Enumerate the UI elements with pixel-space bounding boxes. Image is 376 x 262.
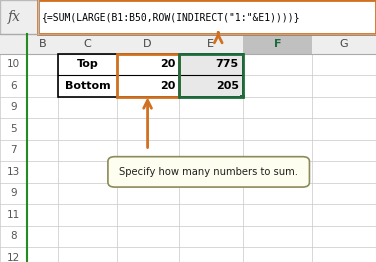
- Text: 6: 6: [10, 81, 17, 91]
- Text: Specify how many numbers to sum.: Specify how many numbers to sum.: [119, 167, 298, 177]
- Text: 13: 13: [7, 167, 20, 177]
- Text: Bottom: Bottom: [65, 81, 110, 91]
- Text: F: F: [274, 39, 281, 49]
- FancyBboxPatch shape: [0, 34, 376, 54]
- Text: D: D: [143, 39, 152, 49]
- Text: 8: 8: [10, 231, 17, 241]
- FancyBboxPatch shape: [108, 157, 309, 187]
- Text: 7: 7: [10, 145, 17, 155]
- FancyBboxPatch shape: [243, 34, 312, 54]
- Text: 9: 9: [10, 188, 17, 198]
- Text: G: G: [340, 39, 348, 49]
- Text: {=SUM(LARGE(B1:B50,ROW(INDIRECT("1:"&E1))))}: {=SUM(LARGE(B1:B50,ROW(INDIRECT("1:"&E1)…: [42, 12, 301, 22]
- Text: 20: 20: [160, 81, 176, 91]
- Text: 5: 5: [10, 124, 17, 134]
- Text: fx: fx: [8, 10, 21, 24]
- Text: Top: Top: [77, 59, 98, 69]
- Text: 20: 20: [160, 59, 176, 69]
- Text: 775: 775: [215, 59, 239, 69]
- FancyBboxPatch shape: [0, 0, 38, 34]
- Text: C: C: [83, 39, 91, 49]
- Text: 12: 12: [7, 253, 20, 262]
- Text: B: B: [39, 39, 47, 49]
- Text: 9: 9: [10, 102, 17, 112]
- Text: 10: 10: [7, 59, 20, 69]
- Text: 11: 11: [7, 210, 20, 220]
- FancyBboxPatch shape: [0, 0, 376, 34]
- Text: E: E: [207, 39, 214, 49]
- Text: 205: 205: [216, 81, 239, 91]
- FancyBboxPatch shape: [179, 75, 243, 97]
- FancyBboxPatch shape: [179, 54, 243, 75]
- Bar: [240, 95, 245, 98]
- FancyBboxPatch shape: [38, 0, 376, 34]
